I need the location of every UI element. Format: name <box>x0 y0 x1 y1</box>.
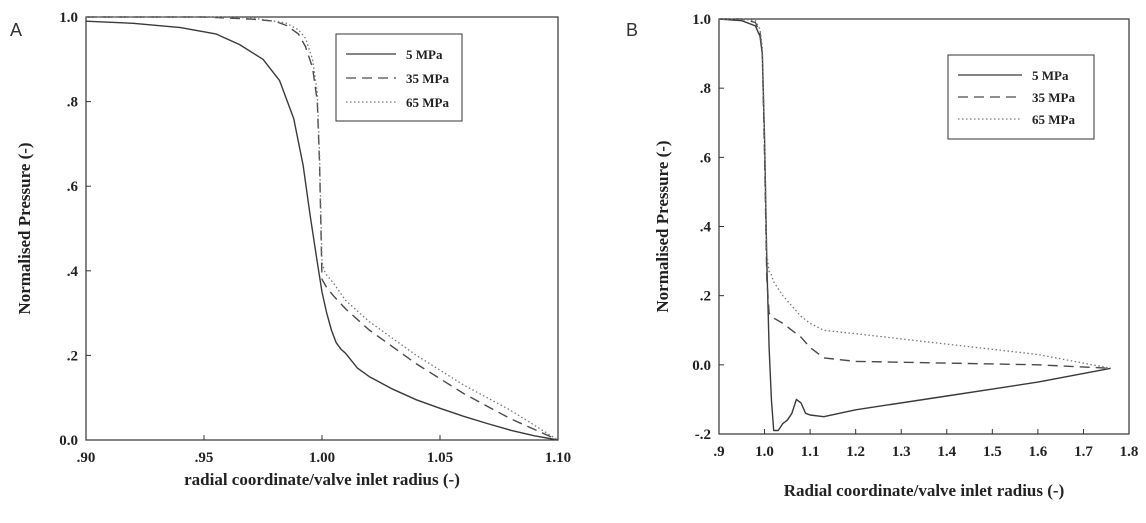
y-tick-label: .6 <box>67 179 79 195</box>
legend: 5 MPa 35 MPa 65 MPa <box>335 33 463 122</box>
legend-box <box>335 33 463 122</box>
x-tick-label: 1.7 <box>1074 444 1093 460</box>
x-tick-label: 1.1 <box>801 444 820 460</box>
x-tick-label: 1.2 <box>846 444 865 460</box>
series-line-35-mpa <box>86 16 559 441</box>
x-axis-label: radial coordinate/valve inlet radius (-) <box>184 470 460 489</box>
series-line-65-mpa <box>719 18 1111 369</box>
panel-a-chart: A .90 .95 1.00 1.05 1.10 0.0 .2 .4 .6 .8 1.0 radial … <box>10 10 571 489</box>
y-axis-label: Normalised Pressure (-) <box>15 142 34 314</box>
x-tick-label: 1.10 <box>545 450 571 466</box>
series-line-5-mpa <box>85 20 559 441</box>
panel-b-chart: B .9 1.0 1.1 1.2 1.3 1.4 1.5 1.6 1.7 1.8 -.2 0.0 .2 .4… <box>626 12 1138 500</box>
legend-label: 35 MPa <box>1032 90 1075 105</box>
y-tick-label: 1.0 <box>59 10 78 26</box>
series-line-35-mpa <box>719 18 1111 369</box>
legend: 5 MPa 35 MPa 65 MPa <box>947 54 1095 140</box>
series-line-5-mpa <box>718 18 1111 432</box>
y-tick-label: .6 <box>700 150 712 166</box>
plot-frame <box>85 16 559 441</box>
y-tick-label: .8 <box>67 95 78 111</box>
panel-label: B <box>626 20 638 40</box>
x-tick-label: 1.4 <box>937 444 956 460</box>
y-tick-label: .4 <box>700 220 712 236</box>
y-tick-label: .2 <box>700 289 711 305</box>
y-tick-label: -.2 <box>695 427 711 443</box>
y-tick-label: .4 <box>67 264 79 280</box>
x-axis-label: Radial coordinate/valve inlet radius (-) <box>784 481 1064 500</box>
x-tick-label: .95 <box>195 450 214 466</box>
legend-label: 5 MPa <box>406 47 443 62</box>
x-tick-label: 1.00 <box>309 450 335 466</box>
x-tick-label: .9 <box>713 444 724 460</box>
legend-label: 35 MPa <box>406 71 449 86</box>
x-tick-label: 1.6 <box>1029 444 1048 460</box>
series-line-65-mpa <box>86 16 559 441</box>
y-tick-label: 1.0 <box>692 12 711 28</box>
panel-label: A <box>10 20 22 40</box>
legend-label: 65 MPa <box>406 95 449 110</box>
x-tick-label: 1.05 <box>427 450 453 466</box>
x-tick-label: 1.5 <box>983 444 1002 460</box>
legend-label: 65 MPa <box>1032 112 1075 127</box>
y-tick-label: .2 <box>67 348 78 364</box>
y-axis-label: Normalised Pressure (-) <box>653 140 672 312</box>
x-tick-label: .90 <box>77 450 96 466</box>
x-tick-label: 1.0 <box>755 444 774 460</box>
y-tick-label: 0.0 <box>692 358 711 374</box>
x-tick-label: 1.3 <box>892 444 911 460</box>
y-tick-label: .8 <box>700 81 711 97</box>
y-tick-label: 0.0 <box>59 433 78 449</box>
legend-label: 5 MPa <box>1032 68 1069 83</box>
x-tick-label: 1.8 <box>1120 444 1139 460</box>
legend-box <box>947 54 1095 140</box>
